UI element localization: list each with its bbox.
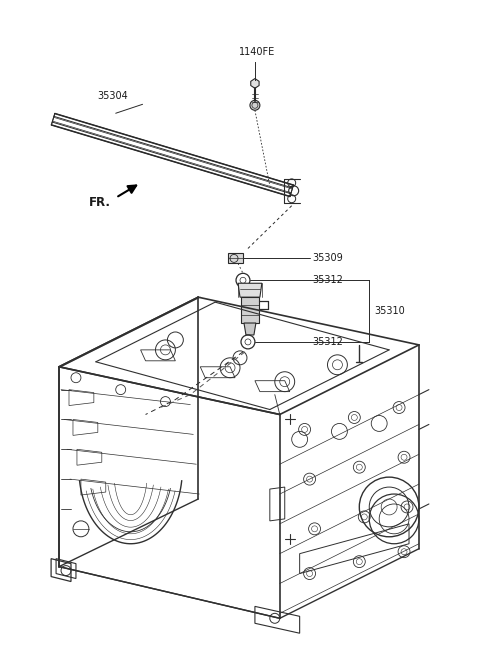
Polygon shape (228, 253, 243, 263)
Polygon shape (238, 283, 262, 297)
Text: 35304: 35304 (97, 91, 128, 101)
Text: 35312: 35312 (312, 276, 344, 285)
Polygon shape (244, 323, 256, 335)
Text: 35312: 35312 (312, 337, 344, 347)
Circle shape (250, 100, 260, 110)
Polygon shape (241, 297, 259, 323)
Text: 1140FE: 1140FE (239, 47, 275, 56)
Text: FR.: FR. (89, 196, 111, 209)
Text: 35309: 35309 (312, 253, 343, 264)
Text: 35310: 35310 (374, 306, 405, 316)
Polygon shape (251, 79, 259, 89)
